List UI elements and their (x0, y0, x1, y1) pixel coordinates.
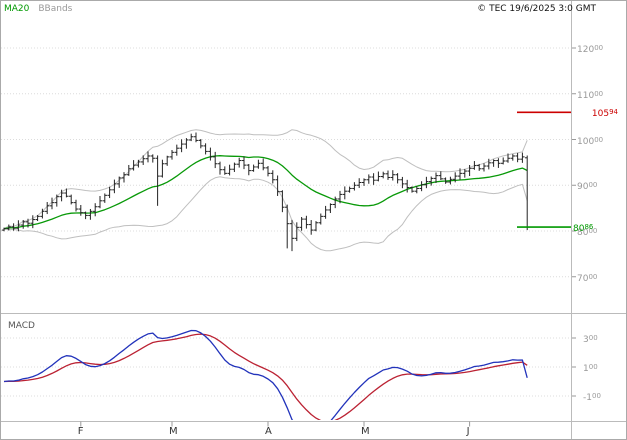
copyright-text: © TEC 19/6/2025 3:0 GMT (477, 4, 596, 14)
last-price-level-label: 8086 (573, 223, 594, 235)
legend-ma20-label: MA20 (4, 4, 30, 14)
x-axis-month-label: A (265, 426, 272, 437)
x-axis-month-label: M (361, 426, 370, 437)
price-axis-label: 12000 (577, 44, 604, 55)
macd-axis-label: 300 (583, 334, 598, 345)
chart-legend: MA20 BBands (4, 4, 72, 15)
macd-panel-label: MACD (8, 321, 35, 331)
resistance-level-label: 10594 (591, 108, 618, 120)
x-axis-month-label: F (77, 426, 84, 437)
price-axis-label: 8000 (577, 227, 598, 238)
price-axis-label: 11000 (577, 89, 604, 101)
x-axis-month-label: M (169, 426, 178, 437)
price-axis-label: 7000 (577, 272, 598, 284)
legend-bbands-label: BBands (38, 4, 73, 14)
price-axis-label: 9000 (577, 181, 598, 193)
macd-axis-label: -100 (583, 392, 601, 403)
x-axis-month-label: J (466, 426, 470, 437)
macd-axis-label: 100 (583, 363, 598, 374)
price-axis-label: 10000 (577, 135, 604, 147)
